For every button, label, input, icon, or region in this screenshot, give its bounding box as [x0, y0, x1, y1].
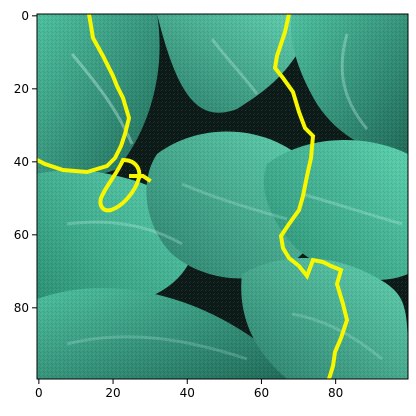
y-tick-label: 0 — [21, 8, 29, 23]
image-plot-area — [37, 14, 408, 379]
x-tick-label: 0 — [35, 386, 43, 400]
segmentation-boundaries — [37, 14, 350, 379]
leaf-image — [37, 14, 408, 379]
x-tick-label: 80 — [328, 386, 344, 400]
y-tick-label: 40 — [13, 154, 29, 169]
boundary-small-loop — [98, 157, 142, 213]
boundary-small-tail — [129, 174, 152, 183]
x-tick-label: 40 — [179, 386, 195, 400]
y-tick-label: 80 — [13, 300, 29, 315]
x-tick-label: 60 — [253, 386, 270, 400]
plot-frame — [36, 13, 409, 380]
ticks — [32, 13, 409, 384]
boundary-left — [37, 14, 132, 175]
boundary-right — [272, 14, 350, 379]
x-tick-label: 20 — [105, 386, 121, 400]
y-tick-label: 20 — [13, 81, 29, 96]
y-tick-label: 60 — [13, 227, 29, 242]
